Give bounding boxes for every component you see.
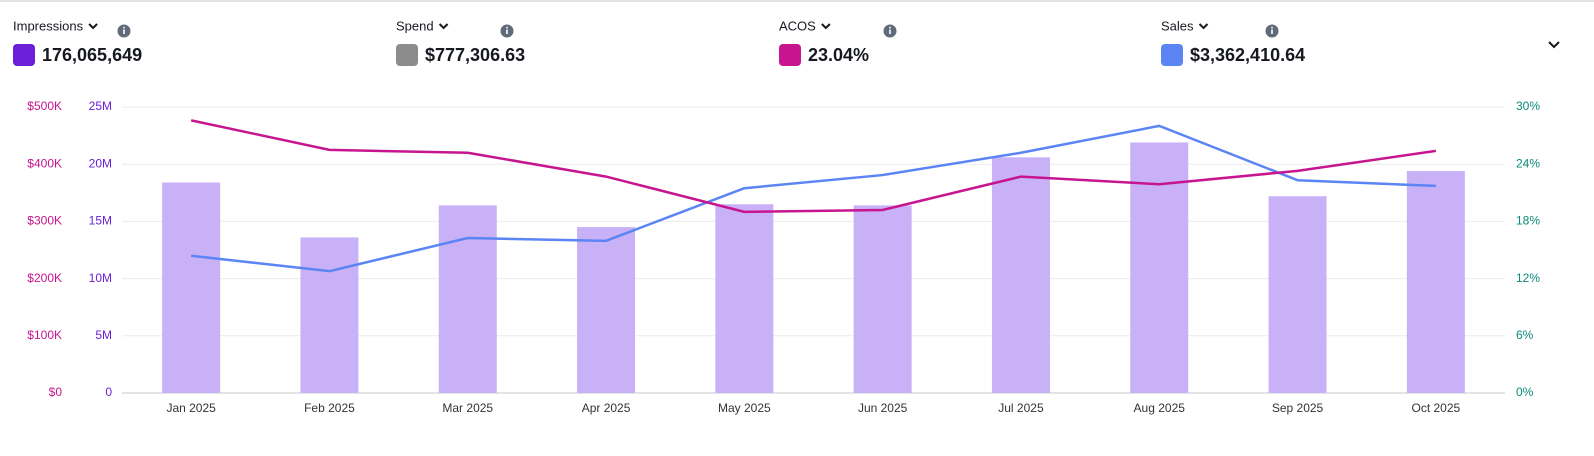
- y-tick-label: 0%: [1516, 385, 1534, 399]
- x-tick-label: Sep 2025: [1272, 401, 1324, 415]
- metric-label[interactable]: Spend: [396, 18, 434, 33]
- y-tick-label: 24%: [1516, 156, 1540, 170]
- bar: [1130, 142, 1189, 393]
- line: [190, 119, 1437, 214]
- metric-value: 176,065,649: [42, 45, 142, 65]
- metric-value: 23.04%: [808, 45, 869, 65]
- dropdown-chevron[interactable]: [821, 23, 831, 30]
- metric-value: $3,362,410.64: [1190, 45, 1305, 65]
- metric-label[interactable]: ACOS: [779, 18, 816, 33]
- line: [191, 124, 1436, 273]
- y-tick-label: $100K: [27, 328, 62, 342]
- x-tick-label: Aug 2025: [1134, 401, 1186, 415]
- bar: [300, 237, 359, 393]
- x-tick-label: Mar 2025: [442, 401, 493, 415]
- bar: [438, 205, 497, 393]
- bar: [577, 227, 636, 393]
- info-dot: [889, 26, 891, 29]
- y-tick-label: 5M: [95, 328, 112, 342]
- bar: [715, 204, 774, 393]
- info-dot: [506, 29, 508, 34]
- bar: [1268, 196, 1327, 393]
- y-tick-label: 6%: [1516, 328, 1534, 342]
- x-tick-label: Jul 2025: [998, 401, 1044, 415]
- dropdown-chevron[interactable]: [438, 23, 449, 30]
- info-dot: [123, 26, 125, 29]
- info-dot: [123, 29, 125, 34]
- x-tick-label: Jan 2025: [166, 401, 216, 415]
- bar: [853, 205, 912, 393]
- y-tick-label: $400K: [27, 156, 62, 170]
- metric-swatch: [1161, 44, 1183, 66]
- info-dot: [506, 26, 508, 29]
- y-tick-label: 18%: [1516, 214, 1540, 228]
- metric-swatch: [779, 44, 801, 66]
- info-dot: [1271, 29, 1273, 34]
- info-dot: [889, 29, 891, 34]
- y-tick-label: $300K: [27, 214, 62, 228]
- metric-value: $777,306.63: [425, 45, 525, 65]
- dropdown-chevron[interactable]: [1198, 23, 1209, 30]
- collapse-chevron[interactable]: [1548, 41, 1560, 49]
- bar: [991, 157, 1050, 393]
- bar: [162, 182, 221, 393]
- y-tick-label: 10M: [89, 271, 112, 285]
- y-tick-label: 20M: [89, 156, 112, 170]
- y-tick-label: 30%: [1516, 99, 1540, 113]
- x-tick-label: Oct 2025: [1411, 401, 1460, 415]
- x-tick-label: Jun 2025: [858, 401, 908, 415]
- metric-label[interactable]: Impressions: [13, 18, 84, 33]
- y-tick-label: $500K: [27, 99, 62, 113]
- bar: [1406, 171, 1465, 393]
- y-tick-label: 12%: [1516, 271, 1540, 285]
- y-tick-label: 15M: [89, 214, 112, 228]
- x-tick-label: Feb 2025: [304, 401, 355, 415]
- dropdown-chevron[interactable]: [88, 23, 98, 30]
- y-tick-label: 0: [105, 385, 112, 399]
- x-tick-label: May 2025: [718, 401, 771, 415]
- metric-swatch: [396, 44, 418, 66]
- metric-label[interactable]: Sales: [1161, 18, 1194, 33]
- y-tick-label: $200K: [27, 271, 62, 285]
- y-tick-label: $0: [49, 385, 63, 399]
- info-dot: [1271, 26, 1273, 29]
- y-tick-label: 25M: [89, 99, 112, 113]
- x-tick-label: Apr 2025: [582, 401, 631, 415]
- metric-swatch: [13, 44, 35, 66]
